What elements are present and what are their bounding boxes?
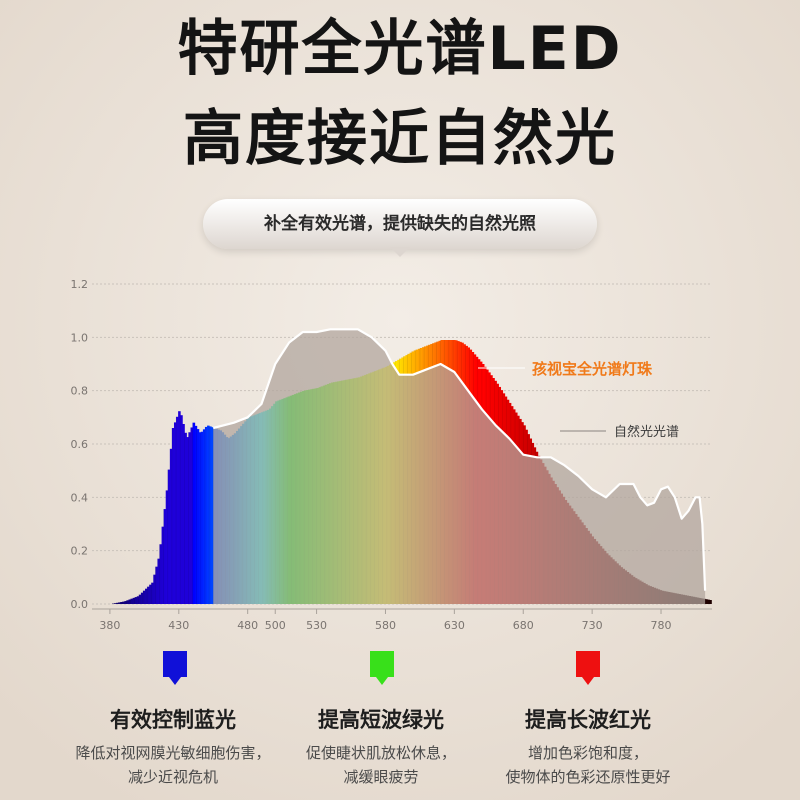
feature-desc-blue-line2: 减少近视危机: [127, 768, 218, 786]
feature-desc-green-line1: 促使睫状肌放松休息，: [305, 744, 456, 762]
feature-title-blue: 有效控制蓝光: [110, 708, 236, 732]
spectrum-bar: [163, 509, 167, 604]
spectrum-bar: [128, 599, 132, 604]
natural-light-series: [213, 329, 706, 604]
spectrum-bar: [707, 599, 710, 604]
spectrum-bar: [194, 425, 198, 604]
spectrum-bar: [169, 448, 173, 604]
blue-swatch-pointer: [169, 677, 181, 685]
spectrum-bar: [161, 526, 165, 604]
feature-desc-red-line2: 使物体的色彩还原性更好: [505, 768, 671, 786]
green-swatch: [370, 651, 394, 677]
y-axis-labels: 0.0 0.2 0.4 0.6 0.8 1.0 1.2: [71, 278, 89, 611]
subtitle-pill-pointer: [390, 247, 410, 257]
spectrum-bar: [176, 416, 179, 604]
y-tick-label: 0.6: [71, 438, 89, 451]
spectrum-bar: [159, 544, 163, 604]
spectrum-bar: [153, 574, 156, 604]
spectrum-bar: [122, 601, 125, 604]
natural-light-line: [212, 328, 707, 591]
spectrum-chart: 0.0 0.2 0.4 0.6 0.8 1.0 1.2 380 430 480 500 530 580…: [71, 278, 712, 632]
x-tick-label: 780: [651, 619, 672, 632]
spectrum-bar: [171, 428, 175, 604]
feature-title-red: 提高长波红光: [525, 708, 651, 732]
feature-desc-green-line2: 减缓眼疲劳: [343, 768, 419, 786]
subtitle-pill: 补全有效光谱，提供缺失的自然光照: [203, 199, 597, 249]
feature-desc-red-line1: 增加色彩饱和度，: [527, 744, 648, 762]
spectrum-bar: [132, 597, 136, 604]
spectrum-bar: [200, 431, 204, 604]
spectrum-bar: [155, 566, 158, 604]
feature-title-green: 提高短波绿光: [318, 708, 444, 732]
feature-desc-red: 增加色彩饱和度， 使物体的色彩还原性更好: [458, 741, 718, 789]
title-line-1: 特研全光谱LED: [177, 14, 623, 84]
spectrum-bar: [157, 558, 161, 604]
x-tick-label: 530: [306, 619, 327, 632]
spectrum-bar: [147, 586, 150, 604]
title-line-2: 高度接近自然光: [183, 104, 617, 174]
y-tick-label: 0.2: [71, 545, 89, 558]
spectrum-bar: [188, 432, 192, 604]
spectrum-bar: [138, 594, 142, 604]
spectrum-bar: [167, 469, 171, 604]
x-tick-label: 580: [375, 619, 396, 632]
green-swatch-pointer: [376, 677, 388, 685]
x-tick-label: 500: [265, 619, 286, 632]
y-tick-label: 0.8: [71, 385, 89, 398]
led-series-label: 孩视宝全光谱灯珠: [532, 360, 653, 378]
y-tick-label: 0.0: [71, 598, 89, 611]
y-tick-label: 1.2: [71, 278, 89, 291]
spectrum-bar: [130, 598, 134, 604]
feature-desc-blue: 降低对视网膜光敏细胞伤害， 减少近视危机: [43, 741, 303, 789]
x-tick-label: 430: [168, 619, 189, 632]
x-axis-labels: 380 430 480 500 530 580 630 680 730 780: [99, 619, 671, 632]
spectrum-bar: [204, 426, 208, 604]
spectrum-bar: [202, 429, 206, 604]
spectrum-bar: [140, 592, 144, 604]
spectrum-bar: [180, 415, 183, 604]
spectrum-bar: [184, 432, 187, 604]
red-swatch-pointer: [582, 677, 594, 685]
spectrum-bar: [182, 424, 185, 604]
feature-desc-green: 促使睫状肌放松休息， 减缓眼疲劳: [251, 741, 511, 789]
spectrum-bar: [118, 602, 121, 604]
natural-series-label: 自然光光谱: [614, 424, 679, 440]
spectrum-bar: [165, 490, 169, 604]
spectrum-bar: [136, 596, 140, 604]
spectrum-bar: [186, 437, 189, 604]
spectrum-bar: [709, 600, 712, 604]
x-tick-label: 380: [99, 619, 120, 632]
spectrum-bar: [145, 588, 148, 604]
y-tick-label: 1.0: [71, 331, 89, 344]
natural-light-area: [213, 329, 706, 604]
spectrum-bar: [134, 597, 138, 604]
spectrum-bar: [209, 426, 212, 604]
spectrum-bar: [705, 599, 708, 604]
spectrum-bar: [142, 590, 146, 604]
red-swatch: [576, 651, 600, 677]
spectrum-bar: [207, 425, 210, 604]
feature-desc-blue-line1: 降低对视网膜光敏细胞伤害，: [75, 744, 271, 762]
series-callouts: 孩视宝全光谱灯珠 自然光光谱: [478, 360, 679, 440]
spectrum-bar: [190, 427, 194, 604]
spectrum-bar: [192, 422, 196, 604]
spectrum-bar: [211, 427, 214, 604]
x-tick-label: 630: [444, 619, 465, 632]
spectrum-bar: [196, 429, 200, 604]
spectrum-bar: [198, 432, 202, 604]
x-tick-label: 680: [513, 619, 534, 632]
spectrum-bar: [116, 602, 119, 604]
x-tick-label: 480: [237, 619, 258, 632]
spectrum-bar: [178, 411, 181, 604]
spectrum-bar: [149, 584, 152, 604]
spectrum-bar: [151, 582, 154, 604]
y-tick-label: 0.4: [71, 491, 89, 504]
spectrum-bar: [124, 601, 127, 604]
blue-swatch: [163, 651, 187, 677]
spectrum-bar: [173, 422, 177, 604]
spectrum-bar: [120, 602, 123, 604]
spectrum-bar: [114, 603, 117, 604]
x-tick-label: 730: [582, 619, 603, 632]
spectrum-bar: [126, 600, 130, 604]
